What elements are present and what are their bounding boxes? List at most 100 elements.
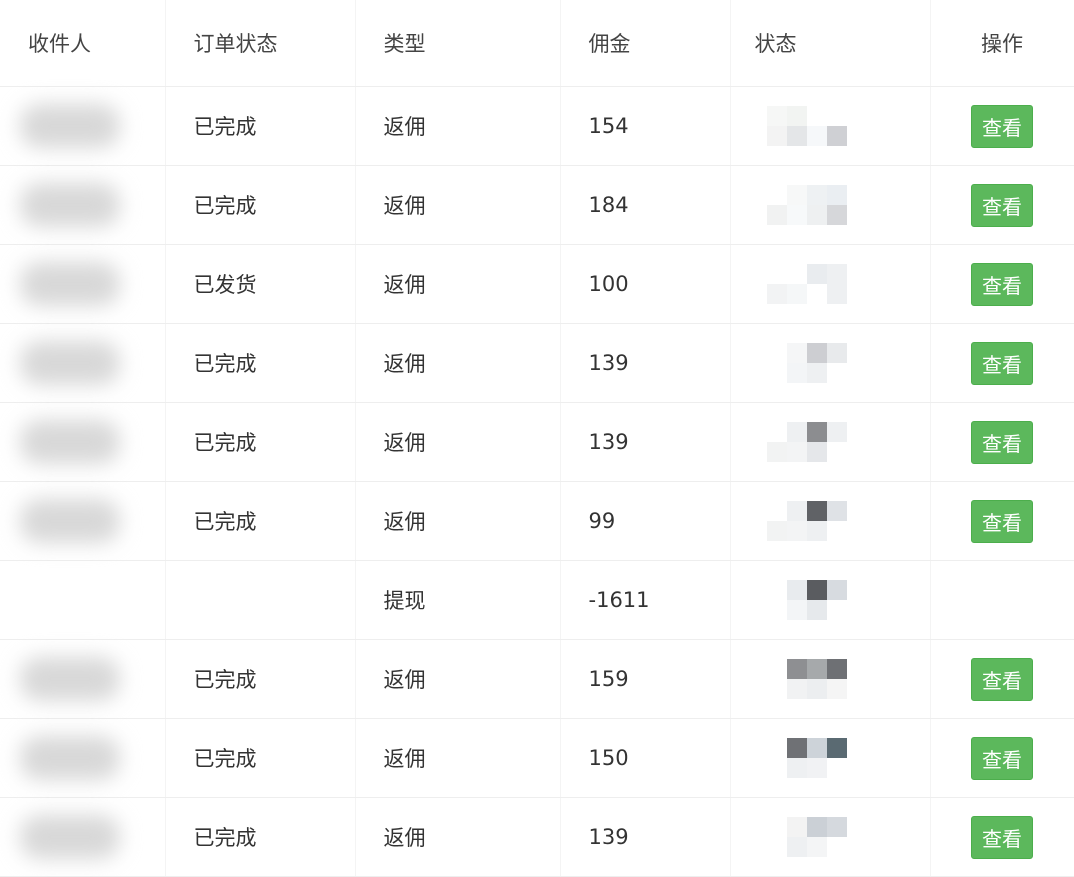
pixelated-status (766, 501, 930, 541)
blurred-recipient (20, 341, 120, 385)
commission-cell: 150 (560, 718, 731, 798)
recipient-cell (0, 481, 166, 561)
commission-cell: 99 (560, 481, 731, 561)
actions-cell: 查看 (930, 718, 1074, 798)
mosaic-cell (786, 837, 807, 857)
order-status-cell: 已完成 (165, 797, 356, 877)
mosaic-cell (766, 363, 787, 383)
actions-cell: 查看 (930, 797, 1074, 877)
blurred-recipient (20, 736, 120, 780)
mosaic-cell (826, 817, 847, 837)
commission-cell: 139 (560, 797, 731, 877)
recipient-cell (0, 402, 166, 482)
pixelated-status (766, 106, 930, 146)
mosaic-cell (766, 264, 787, 284)
blurred-recipient (20, 420, 120, 464)
commission-cell: 139 (560, 402, 731, 482)
type-cell: 提现 (355, 560, 561, 640)
view-button[interactable]: 查看 (971, 183, 1033, 227)
mosaic-cell (806, 758, 827, 778)
status-cell (730, 639, 931, 719)
view-button[interactable]: 查看 (971, 341, 1033, 385)
pixelated-status (766, 422, 930, 462)
mosaic-cell (826, 600, 847, 620)
order-status-cell: 已完成 (165, 402, 356, 482)
mosaic-cell (786, 738, 807, 758)
mosaic-cell (786, 363, 807, 383)
commission-cell: 100 (560, 244, 731, 324)
blurred-recipient (20, 183, 120, 227)
mosaic-cell (806, 442, 827, 462)
mosaic-cell (806, 264, 827, 284)
mosaic-cell (806, 837, 827, 857)
mosaic-cell (806, 343, 827, 363)
recipient-cell (0, 797, 166, 877)
pixelated-status (766, 659, 930, 699)
blurred-recipient (20, 262, 120, 306)
order-status-cell: 已完成 (165, 718, 356, 798)
view-button[interactable]: 查看 (971, 420, 1033, 464)
mosaic-cell (826, 363, 847, 383)
mosaic-cell (786, 284, 807, 304)
table-header: 收件人 订单状态 类型 佣金 状态 操作 (0, 0, 1074, 87)
mosaic-cell (766, 659, 787, 679)
mosaic-cell (766, 738, 787, 758)
recipient-cell (0, 165, 166, 245)
blurred-recipient (20, 815, 120, 859)
mosaic-cell (806, 284, 827, 304)
mosaic-cell (806, 521, 827, 541)
commission-cell: 159 (560, 639, 731, 719)
view-button[interactable]: 查看 (971, 104, 1033, 148)
mosaic-cell (766, 205, 787, 225)
table-row: 已完成 返佣 139 查看 (0, 797, 1074, 877)
table-row: 已完成 返佣 154 查看 (0, 86, 1074, 166)
actions-cell: 查看 (930, 165, 1074, 245)
mosaic-cell (806, 600, 827, 620)
mosaic-cell (826, 837, 847, 857)
view-button[interactable]: 查看 (971, 262, 1033, 306)
table-row: 已完成 返佣 139 查看 (0, 323, 1074, 403)
mosaic-cell (806, 580, 827, 600)
pixelated-status (766, 264, 930, 304)
view-button[interactable]: 查看 (971, 657, 1033, 701)
type-cell: 返佣 (355, 402, 561, 482)
actions-cell: 查看 (930, 323, 1074, 403)
status-cell (730, 165, 931, 245)
view-button[interactable]: 查看 (971, 736, 1033, 780)
mosaic-cell (786, 659, 807, 679)
mosaic-cell (786, 817, 807, 837)
recipient-cell (0, 639, 166, 719)
status-cell (730, 323, 931, 403)
mosaic-cell (766, 442, 787, 462)
header-commission: 佣金 (560, 0, 731, 87)
mosaic-cell (826, 343, 847, 363)
mosaic-cell (786, 126, 807, 146)
header-recipient: 收件人 (0, 0, 166, 87)
blurred-recipient (20, 104, 120, 148)
mosaic-cell (786, 758, 807, 778)
mosaic-cell (826, 185, 847, 205)
mosaic-cell (786, 501, 807, 521)
order-status-cell: 已发货 (165, 244, 356, 324)
mosaic-cell (766, 422, 787, 442)
order-status-cell: 已完成 (165, 86, 356, 166)
status-cell (730, 797, 931, 877)
mosaic-cell (786, 580, 807, 600)
mosaic-cell (826, 106, 847, 126)
view-button[interactable]: 查看 (971, 815, 1033, 859)
mosaic-cell (786, 679, 807, 699)
view-button[interactable]: 查看 (971, 499, 1033, 543)
recipient-cell (0, 86, 166, 166)
mosaic-cell (766, 106, 787, 126)
status-cell (730, 244, 931, 324)
commission-cell: -1611 (560, 560, 731, 640)
mosaic-cell (786, 442, 807, 462)
mosaic-cell (826, 738, 847, 758)
commission-cell: 184 (560, 165, 731, 245)
mosaic-cell (786, 600, 807, 620)
commission-cell: 139 (560, 323, 731, 403)
order-status-cell (165, 560, 356, 640)
actions-cell: 查看 (930, 244, 1074, 324)
order-status-cell: 已完成 (165, 323, 356, 403)
order-status-cell: 已完成 (165, 165, 356, 245)
